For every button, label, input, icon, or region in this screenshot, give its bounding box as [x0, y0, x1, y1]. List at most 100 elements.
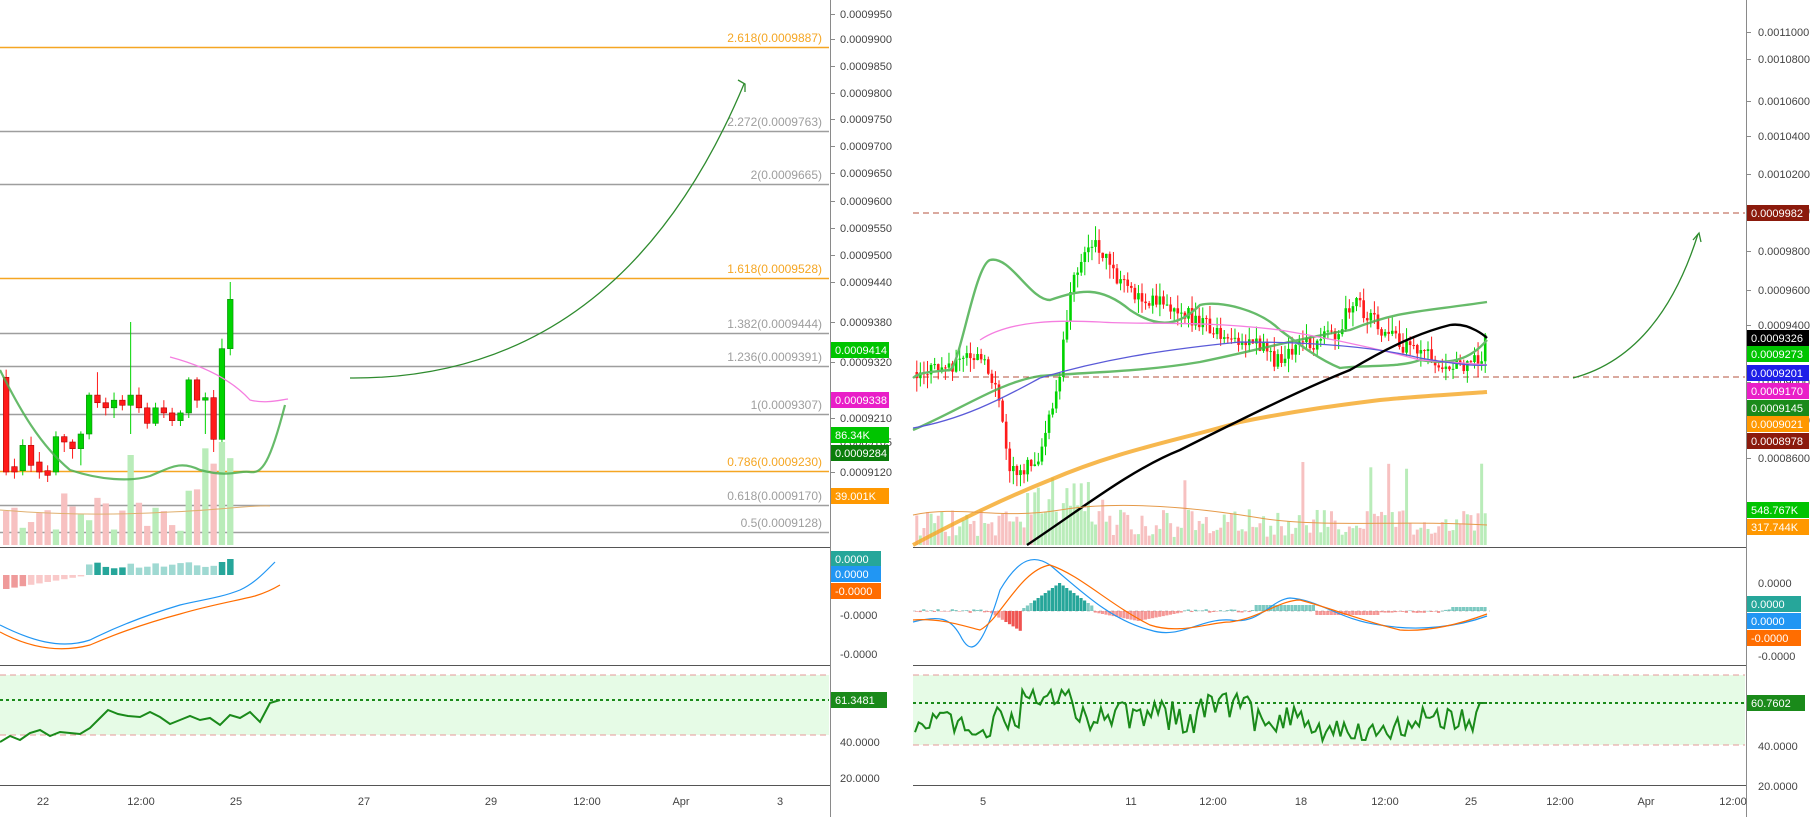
- volume-bar: [1201, 523, 1205, 545]
- macd-histogram-bar: [1447, 609, 1451, 611]
- candle-body: [160, 407, 167, 414]
- macd-histogram-bar: [918, 611, 922, 613]
- macd-histogram-bar: [1118, 611, 1122, 618]
- macd-histogram-bar: [193, 565, 201, 575]
- macd-histogram-bar: [1032, 600, 1037, 611]
- macd-histogram-bar: [1286, 605, 1290, 611]
- candle-body: [990, 373, 994, 383]
- volume-bar: [1369, 467, 1373, 545]
- macd-histogram-bar: [1376, 611, 1380, 615]
- macd-histogram-bar: [1179, 611, 1183, 613]
- volume-bar: [1197, 520, 1201, 545]
- right-price-badge: 0.0009170: [1751, 386, 1803, 398]
- candle-body: [1126, 279, 1130, 286]
- macd-histogram-bar: [1344, 611, 1348, 615]
- volume-bar: [1269, 525, 1273, 545]
- right-price-badge: 0.0009326: [1751, 333, 1803, 345]
- macd-histogram-bar: [1315, 611, 1319, 615]
- candle-body: [933, 364, 936, 366]
- macd-histogram-bar: [160, 566, 168, 575]
- volume-bar: [954, 535, 958, 545]
- volume-bar: [1465, 514, 1469, 545]
- left-price-badge-bg: [831, 427, 889, 443]
- right-price-tick-label: 0.0009800: [1758, 246, 1810, 258]
- candle-body: [1269, 351, 1273, 353]
- candle-body: [1129, 285, 1133, 288]
- volume-bar: [997, 515, 1001, 545]
- volume-bar: [1215, 529, 1219, 545]
- volume-bar: [110, 529, 118, 545]
- macd-histogram-bar: [961, 610, 965, 611]
- candle-body: [1280, 354, 1283, 363]
- fib-level-label: 0.786(0.0009230): [727, 455, 822, 469]
- candle-body: [1441, 367, 1444, 369]
- right-price-badge-bg: [1747, 330, 1809, 346]
- candle-body: [1165, 304, 1169, 306]
- candle-body: [1122, 279, 1126, 281]
- candle-body: [1326, 330, 1330, 332]
- candle-body: [919, 372, 922, 379]
- candle-body: [1405, 341, 1408, 353]
- macd-histogram-bar: [1354, 611, 1358, 615]
- candle-body: [1294, 344, 1298, 355]
- candle-body: [929, 364, 933, 375]
- macd-histogram-bar: [44, 575, 51, 582]
- candle-body: [1104, 253, 1108, 258]
- macd-histogram-bar: [1061, 585, 1065, 611]
- volume-bar: [1144, 526, 1148, 545]
- candle-body: [1419, 350, 1423, 354]
- right-time-tick-label: 18: [1295, 796, 1307, 808]
- volume-bar: [1358, 527, 1362, 545]
- macd-histogram-bar: [1004, 611, 1008, 622]
- volume-bar: [1272, 534, 1276, 545]
- right-price-tick-label: 0.0010200: [1758, 169, 1810, 181]
- right-price-tick-label: 0.0009400: [1758, 320, 1810, 332]
- candle-body: [994, 382, 997, 385]
- candle-body: [1312, 348, 1315, 350]
- candle-body: [1137, 293, 1140, 300]
- volume-bar: [1219, 527, 1223, 545]
- candle-body: [1040, 446, 1044, 462]
- macd-histogram-bar: [1201, 610, 1205, 611]
- volume-bar: [1437, 526, 1441, 545]
- macd-histogram-bar: [936, 609, 940, 611]
- volume-bar: [1208, 533, 1212, 545]
- candle-body: [218, 348, 226, 440]
- candle-body: [1401, 346, 1405, 353]
- macd-histogram-bar: [1472, 607, 1476, 611]
- macd-histogram-bar: [1240, 611, 1244, 613]
- volume-bar: [1101, 499, 1105, 545]
- volume-bar: [1422, 522, 1426, 545]
- macd-tick-label: -0.0000: [840, 610, 877, 622]
- right-price-badge-bg: [1747, 416, 1809, 432]
- candle-body: [177, 412, 184, 421]
- right-volume-ma-line: [912, 504, 1488, 526]
- macd-histogram-bar: [86, 564, 93, 575]
- fib-level-label: 0.5(0.0009128): [741, 516, 822, 530]
- volume-bar: [1469, 515, 1473, 545]
- volume-bar: [1344, 531, 1348, 545]
- candle-body: [1462, 363, 1466, 372]
- macd-histogram-bar: [1297, 605, 1301, 611]
- candle-body: [1108, 253, 1112, 265]
- candle-body: [127, 394, 134, 406]
- macd-histogram-bar: [993, 611, 997, 616]
- macd-histogram-bar: [1276, 605, 1280, 611]
- macd-histogram-bar: [1436, 611, 1441, 613]
- macd-histogram-bar: [227, 559, 234, 575]
- macd-histogram-bar: [1483, 607, 1487, 611]
- volume-bar: [965, 514, 969, 545]
- candle-body: [1133, 287, 1137, 300]
- macd-histogram-bar: [94, 562, 101, 575]
- volume-bar: [1312, 519, 1316, 545]
- macd-histogram-bar: [1351, 611, 1355, 615]
- candle-body: [1222, 337, 1226, 339]
- right-price-badge-bg: [1747, 383, 1809, 399]
- candle-body: [144, 407, 151, 424]
- fib-level-label: 2.618(0.0009887): [727, 31, 822, 45]
- left-price-tick-label: 0.0009500: [840, 250, 892, 262]
- left-price-tick-label: 0.0009380: [840, 317, 892, 329]
- volume-bar: [943, 531, 947, 545]
- right-price-badge-bg: [1747, 400, 1809, 416]
- macd-histogram-bar: [61, 575, 68, 580]
